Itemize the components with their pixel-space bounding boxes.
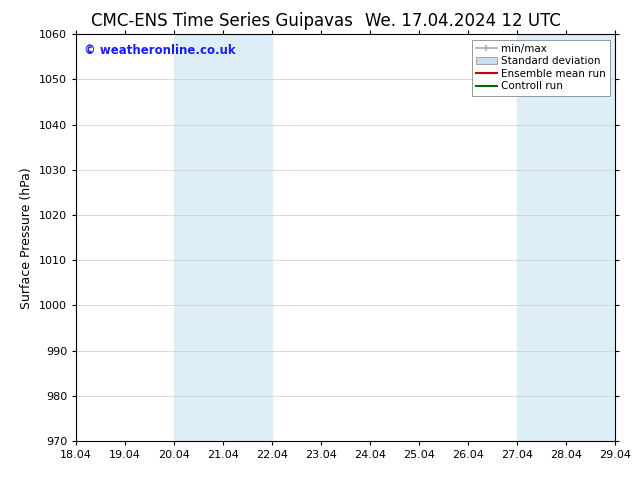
Bar [174, 34, 272, 441]
Text: We. 17.04.2024 12 UTC: We. 17.04.2024 12 UTC [365, 12, 560, 30]
Legend: min/max, Standard deviation, Ensemble mean run, Controll run: min/max, Standard deviation, Ensemble me… [472, 40, 610, 96]
Text: © weatheronline.co.uk: © weatheronline.co.uk [84, 45, 236, 57]
Y-axis label: Surface Pressure (hPa): Surface Pressure (hPa) [20, 167, 34, 309]
Bar [517, 34, 615, 441]
Text: CMC-ENS Time Series Guipavas: CMC-ENS Time Series Guipavas [91, 12, 353, 30]
